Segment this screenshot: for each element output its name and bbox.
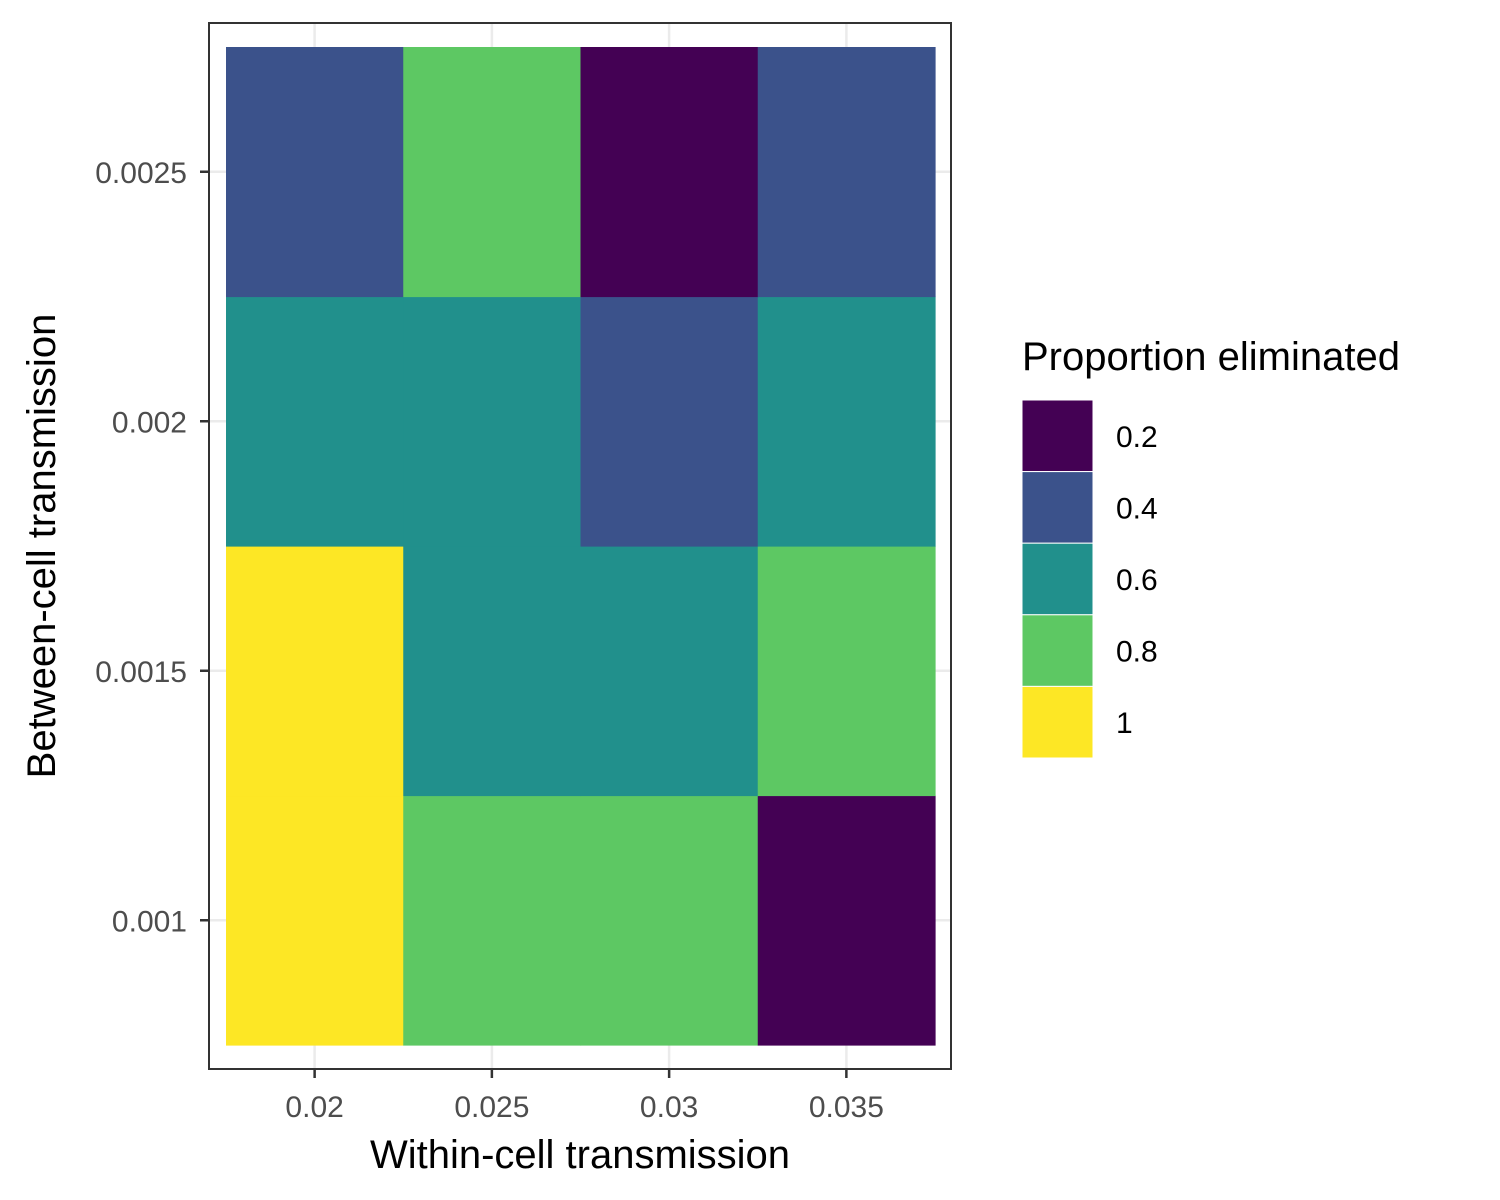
heatmap-tiles: 0.02, 0.001: 10.025, 0.001: 0.80.03, 0.0…: [226, 47, 936, 1046]
heatmap-cell: 0.025, 0.0015: 0.6: [403, 546, 582, 797]
heatmap-cell: 0.035, 0.0015: 0.8: [757, 546, 936, 797]
heatmap-cell: 0.02, 0.0015: 1: [226, 546, 404, 797]
heatmap-cell: 0.02, 0.002: 0.6: [226, 296, 404, 547]
heatmap-cell: 0.035, 0.0025: 0.4: [757, 47, 936, 298]
heatmap-cell: 0.025, 0.002: 0.6: [403, 296, 582, 547]
heatmap-cell: 0.03, 0.0025: 0.2: [580, 47, 759, 298]
heatmap-cell: 0.02, 0.0025: 0.4: [226, 47, 404, 298]
y-axis-title: Between-cell transmission: [20, 314, 64, 779]
y-tick-label: 0.001: [112, 905, 187, 938]
legend-key: [1021, 542, 1094, 616]
legend-label: 0.6: [1116, 564, 1158, 597]
y-tick-label: 0.002: [112, 406, 187, 439]
legend-label: 1: [1116, 707, 1133, 740]
x-tick-label: 0.025: [454, 1091, 529, 1124]
heatmap-cell: 0.02, 0.001: 1: [226, 795, 404, 1046]
legend-label: 0.4: [1116, 492, 1158, 525]
legend-label: 0.2: [1116, 421, 1158, 454]
y-tick-label: 0.0025: [95, 157, 187, 190]
heatmap-cell: 0.03, 0.001: 0.8: [580, 795, 759, 1046]
y-axis: 0.001 0.0015 0.002 0.0025: [95, 157, 209, 938]
legend-key: [1021, 471, 1094, 544]
legend-label: 0.8: [1116, 636, 1158, 669]
x-tick-label: 0.035: [809, 1091, 884, 1124]
y-tick-label: 0.0015: [95, 656, 187, 689]
x-tick-label: 0.02: [285, 1091, 343, 1124]
heatmap-cell: 0.035, 0.002: 0.6: [757, 296, 936, 547]
legend-key: [1021, 685, 1094, 759]
heatmap-cell: 0.035, 0.001: 0.2: [757, 795, 936, 1046]
heatmap-cell: 0.03, 0.002: 0.4: [580, 296, 759, 547]
plot-panel-border: [208, 22, 952, 1070]
x-axis-title: Within-cell transmission: [370, 1133, 790, 1177]
x-tick-label: 0.03: [640, 1091, 698, 1124]
legend-title: Proportion eliminated: [1022, 335, 1400, 379]
heatmap-cell: 0.03, 0.0015: 0.6: [580, 546, 759, 797]
heatmap-cell: 0.025, 0.001: 0.8: [403, 795, 582, 1046]
heatmap-cell: 0.025, 0.0025: 0.8: [403, 47, 582, 298]
legend-key: [1021, 614, 1094, 687]
legend: 0.2 0.4 0.6 0.8 1: [1021, 399, 1158, 759]
legend-key: [1021, 399, 1094, 473]
x-axis: 0.02 0.025 0.03 0.035: [285, 1069, 884, 1124]
